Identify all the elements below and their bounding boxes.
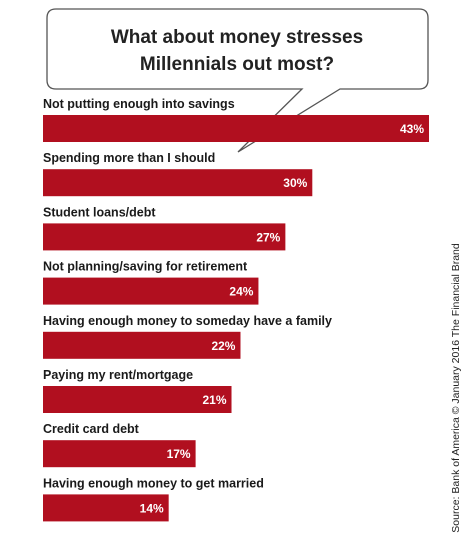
value-label: 30%: [283, 176, 307, 190]
bar: [43, 331, 241, 359]
value-label: 21%: [202, 393, 226, 407]
category-label: Not putting enough into savings: [43, 97, 235, 111]
value-label: 14%: [140, 501, 164, 515]
bars-layer: Not putting enough into savings 43% Spendi…: [43, 97, 429, 522]
value-label: 43%: [400, 122, 424, 136]
category-label: Credit card debt: [43, 422, 140, 436]
bar: [43, 440, 196, 468]
bar: [43, 169, 313, 197]
category-label: Having enough money to someday have a fa…: [43, 314, 332, 328]
source-note: Source: Bank of America © January 2016 T…: [450, 243, 462, 533]
value-label: 22%: [211, 339, 235, 353]
chart-title-line-2: Millennials out most?: [140, 54, 334, 75]
bar: [43, 115, 429, 142]
category-label: Having enough money to get married: [43, 476, 264, 490]
value-label: 27%: [256, 230, 280, 244]
bar: [43, 386, 232, 413]
category-label: Spending more than I should: [43, 151, 215, 165]
category-label: Paying my rent/mortgage: [43, 368, 193, 382]
value-label: 17%: [167, 447, 191, 461]
value-label: 24%: [229, 285, 253, 299]
category-label: Student loans/debt: [43, 205, 156, 219]
bar: [43, 223, 286, 251]
chart-title-line-1: What about money stresses: [111, 27, 363, 48]
category-label: Not planning/saving for retirement: [43, 260, 248, 274]
bar: [43, 277, 259, 305]
bar: [43, 494, 169, 522]
title-bubble: What about money stresses Millennials ou…: [46, 8, 429, 153]
